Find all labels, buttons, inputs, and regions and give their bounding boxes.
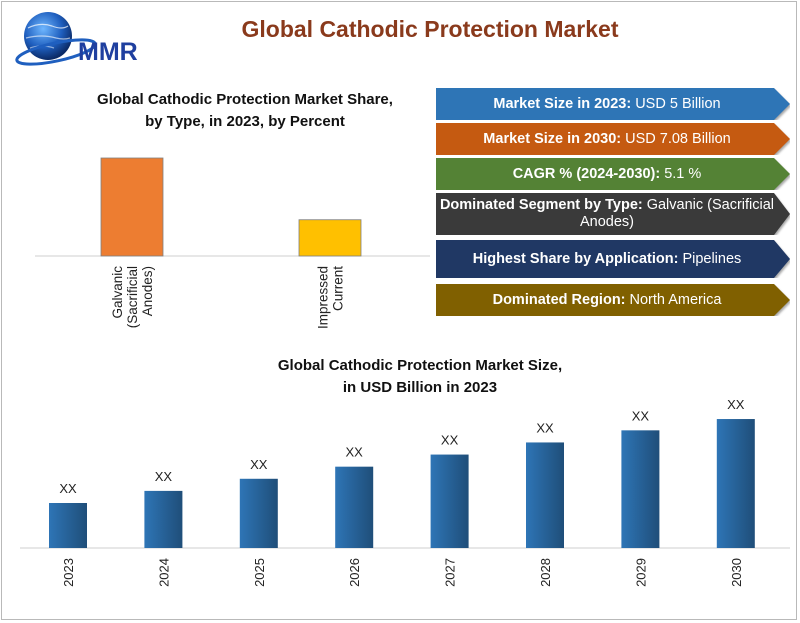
size-chart-title: Global Cathodic Protection Market Size, …	[200, 355, 640, 399]
banner-text: Market Size in 2030: USD 7.08 Billion	[436, 123, 778, 155]
bar-2028	[526, 442, 564, 548]
category-label: Galvanic (Sacrificial Anodes)	[110, 266, 155, 329]
year-tick-label: 2030	[729, 558, 744, 587]
category-label: Impressed Current	[316, 266, 346, 329]
year-tick-label: 2023	[61, 558, 76, 587]
banner-text: Dominated Region: North America	[436, 284, 778, 316]
banner-label: Market Size in 2023:	[493, 95, 632, 112]
market-size-chart: XX 2023 XX 2024 XX 2025 XX 2026 XX 2027 XX 2028 XX 20…	[20, 397, 790, 587]
banner-text: Highest Share by Application: Pipelines	[436, 240, 778, 278]
category-label-line: Current	[331, 266, 346, 311]
arrow-shape	[436, 193, 790, 235]
banner-value: USD 5 Billion	[635, 95, 721, 112]
share-chart-title: Global Cathodic Protection Market Share,…	[60, 89, 430, 133]
category-label-line: Impressed	[316, 266, 331, 329]
bar-2030	[716, 419, 755, 548]
banner-text: CAGR % (2024-2030): 5.1 %	[436, 158, 778, 190]
banner-label: Highest Share by Application:	[472, 250, 679, 267]
year-tick-label: 2025	[252, 558, 267, 587]
category-label-line: Anodes)	[140, 266, 155, 316]
arrow-shape	[436, 123, 790, 155]
logo-text: MMR	[78, 38, 138, 66]
banner-label: Dominated Region:	[492, 291, 626, 308]
share-chart-title-text: Global Cathodic Protection Market Share,…	[97, 91, 393, 130]
data-label: XX	[250, 457, 268, 472]
banner-text: Market Size in 2023: USD 5 Billion	[436, 88, 778, 120]
category-label-line: (Sacrificial	[125, 266, 140, 328]
banner-dominated-region: Dominated Region: North America	[436, 284, 790, 316]
mmr-logo: MMR	[12, 8, 162, 72]
data-label: XX	[346, 445, 364, 460]
banner-label: Dominated Segment by Type:	[439, 197, 643, 213]
bar-impressed-current	[298, 219, 362, 257]
bar-galvanic	[100, 157, 164, 257]
category-label-line: Galvanic	[110, 266, 125, 319]
banner-label: Market Size in 2030:	[483, 130, 622, 147]
banner-value: Pipelines	[682, 250, 742, 267]
data-label: XX	[536, 420, 554, 435]
banner-dominated-segment: Dominated Segment by Type: Galvanic (Sacr…	[436, 193, 790, 235]
bar-2026	[335, 466, 374, 548]
arrow-shape	[436, 158, 790, 190]
banner-cagr: CAGR % (2024-2030): 5.1 %	[436, 158, 790, 190]
year-tick-label: 2029	[633, 558, 648, 587]
banner-value: USD 7.08 Billion	[625, 130, 731, 147]
bar-2025	[239, 478, 278, 548]
arrow-shape	[436, 88, 790, 120]
banner-market-size-2023: Market Size in 2023: USD 5 Billion	[436, 88, 790, 120]
share-by-type-chart: Galvanic (Sacrificial Anodes) Impressed Curr…	[35, 157, 430, 329]
year-tick-label: 2028	[538, 558, 553, 587]
globe-icon: MMR	[15, 12, 138, 66]
banner-text: Dominated Segment by Type: Galvanic (Sacr…	[436, 193, 778, 235]
year-tick-label: 2027	[443, 558, 458, 587]
data-label: XX	[441, 433, 459, 448]
bar-2024	[144, 490, 183, 548]
bar-2023	[49, 503, 87, 548]
banner-value: North America	[629, 291, 722, 308]
arrow-shape	[436, 240, 790, 278]
year-tick-label: 2026	[347, 558, 362, 587]
data-label: XX	[59, 481, 77, 496]
data-label: XX	[155, 469, 173, 484]
banner-value: Galvanic (Sacrificial Anodes)	[579, 197, 775, 230]
page-title: Global Cathodic Protection Market	[241, 16, 619, 42]
year-tick-label: 2024	[156, 558, 171, 587]
banner-market-size-2030: Market Size in 2030: USD 7.08 Billion	[436, 123, 790, 155]
banner-label: CAGR % (2024-2030):	[512, 165, 661, 182]
data-label: XX	[727, 397, 745, 412]
bar-2029	[621, 430, 660, 548]
size-chart-title-text: Global Cathodic Protection Market Size, …	[277, 357, 563, 396]
bar-2027	[430, 454, 469, 548]
banner-value: 5.1 %	[664, 165, 702, 182]
banner-highest-share-application: Highest Share by Application: Pipelines	[436, 240, 790, 278]
data-label: XX	[632, 408, 650, 423]
arrow-shape	[436, 284, 790, 316]
